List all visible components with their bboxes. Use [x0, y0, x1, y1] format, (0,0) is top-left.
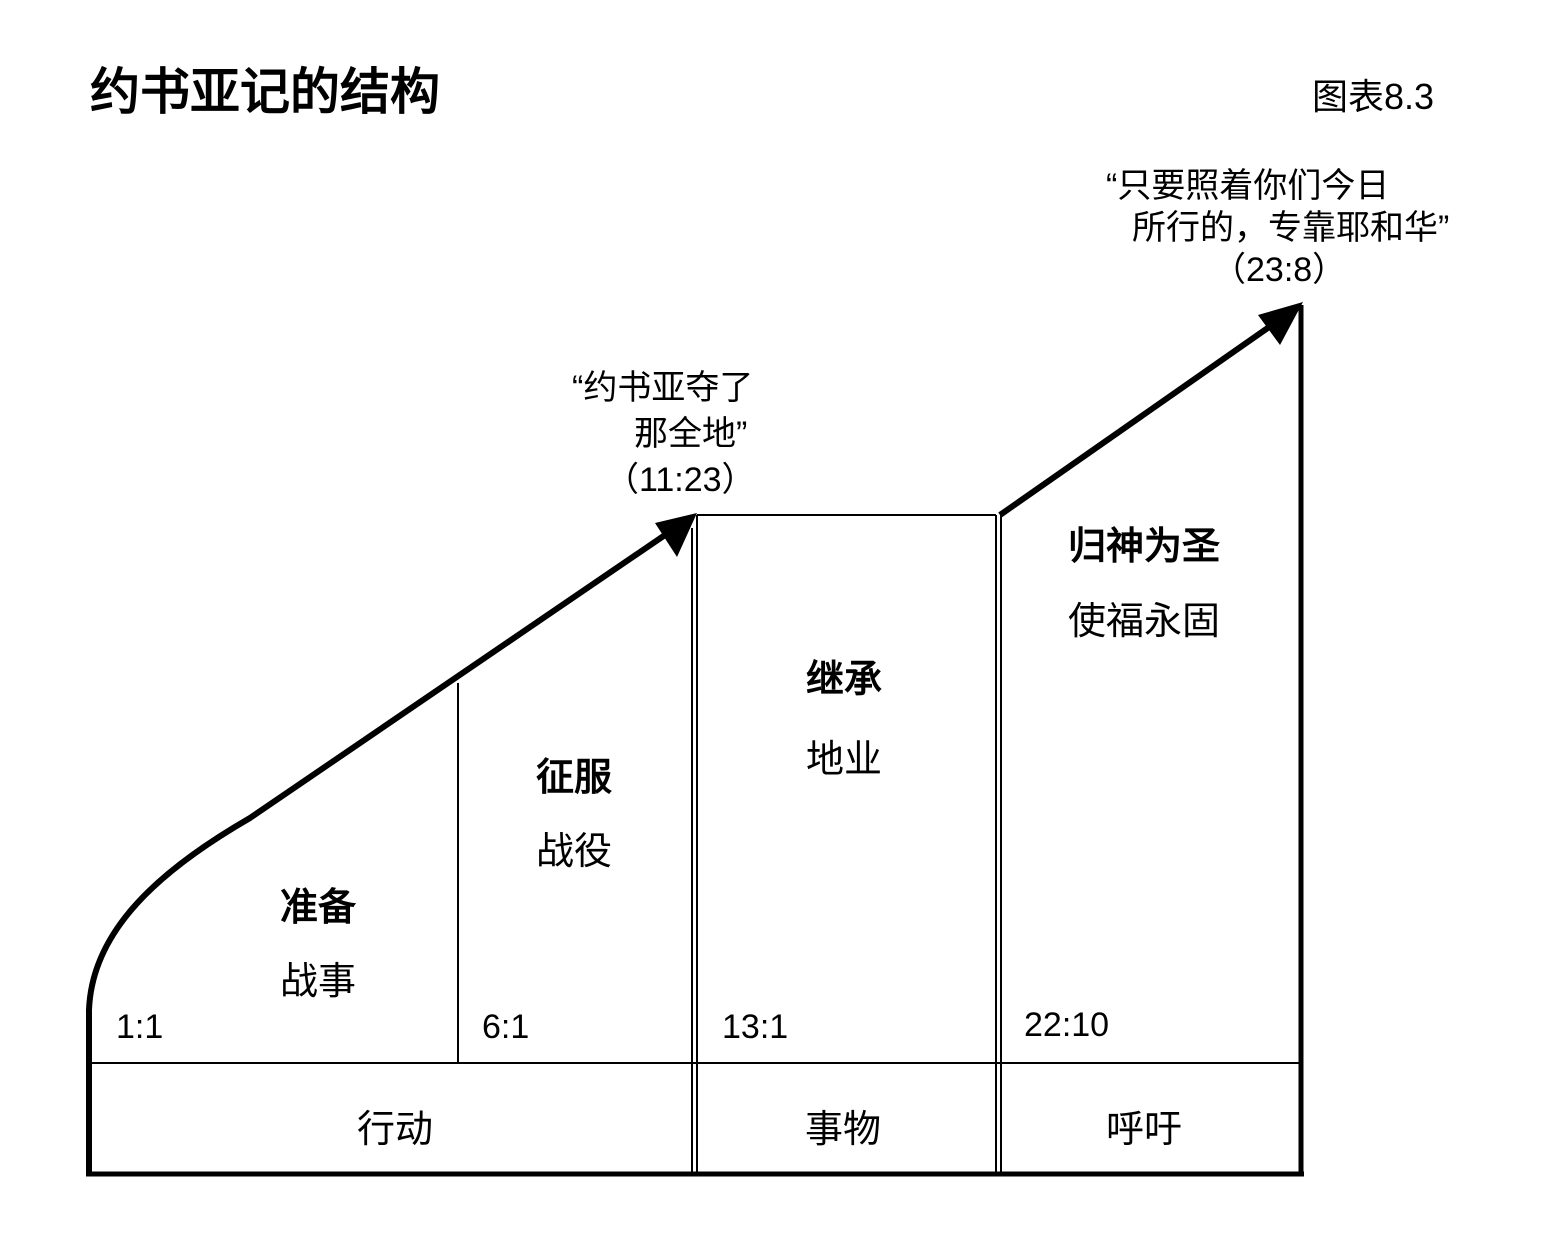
rising-line-2	[998, 322, 1274, 518]
quote-1-ref: （11:23）	[605, 461, 756, 499]
section-4-heading: 归神为圣	[1068, 526, 1221, 568]
bottom-label-appeal: 呼吁	[1106, 1109, 1183, 1151]
section-1-sub: 战事	[280, 961, 357, 1003]
bottom-label-things: 事物	[805, 1109, 882, 1151]
section-3-sub: 地业	[806, 739, 883, 781]
section-2-sub: 战役	[536, 831, 613, 873]
quote-2-line1: “只要照着你们今日	[1106, 167, 1390, 205]
quote-2-line2: 所行的，专靠耶和华”	[1132, 209, 1450, 247]
section-2-ref: 6:1	[482, 1008, 530, 1046]
quote-2-ref: （23:8）	[1212, 251, 1347, 289]
section-4-sub: 使福永固	[1068, 601, 1221, 643]
section-3-heading: 继承	[806, 659, 883, 701]
arrowhead-1	[655, 513, 697, 557]
section-3-ref: 13:1	[722, 1008, 789, 1046]
quote-1-line2: 那全地”	[634, 415, 748, 453]
section-4-ref: 22:10	[1024, 1006, 1110, 1044]
section-2-heading: 征服	[536, 757, 613, 799]
bottom-label-action: 行动	[357, 1109, 434, 1151]
rising-line-1	[86, 532, 667, 1174]
section-1-heading: 准备	[280, 887, 357, 929]
arrowhead-2	[1258, 302, 1303, 345]
diagram-title: 约书亚记的结构	[90, 64, 440, 120]
figure-label: 图表8.3	[1312, 76, 1435, 117]
section-1-ref: 1:1	[116, 1008, 164, 1046]
quote-1-line1: “约书亚夺了	[572, 369, 754, 407]
